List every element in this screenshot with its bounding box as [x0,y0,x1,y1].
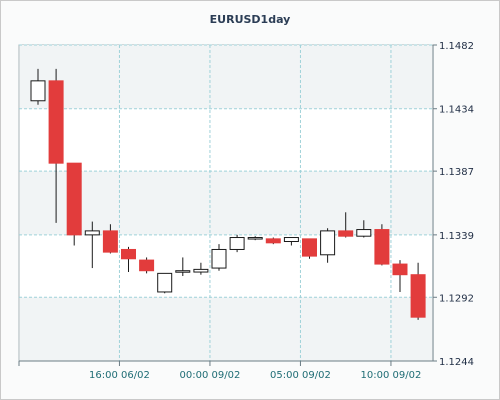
candle [30,68,46,105]
candle [102,224,118,254]
candle [374,224,390,266]
candle-body-down [66,162,82,236]
candle [175,257,191,277]
candle-body-up [247,237,263,240]
candle [121,246,136,273]
grid-band [20,45,432,109]
candle [265,237,281,245]
candle [338,212,354,238]
candle-body-up [30,80,46,102]
candle-body-up [157,272,173,293]
candle-body-up [84,230,100,236]
candle [410,262,426,320]
candle-body-up [175,270,191,273]
x-tick-label: 16:00 06/02 [89,370,150,381]
candle [193,262,209,275]
y-tick-label: 1.1387 [439,167,474,178]
y-axis: 1.1482 1.1434 1.1387 1.1339 1.1292 1.1244 [432,41,474,368]
candle [211,244,227,271]
candle [392,260,408,292]
candles [30,68,426,320]
candle-body-down [139,259,155,272]
candle-body-up [193,268,209,273]
candle-body-down [265,238,281,244]
x-tick-label: 05:00 09/02 [270,370,331,381]
candle [66,162,82,246]
grid-band [20,171,432,235]
candle [320,228,336,263]
candle-body-up [229,237,245,250]
candle-body-up [283,237,299,243]
candle-body-down [121,248,136,260]
y-tick-label: 1.1292 [439,293,474,304]
candle-body-down [392,263,408,276]
chart-title: EURUSD1day [210,13,291,26]
candle-body-up [356,229,372,237]
candle [139,257,155,274]
y-tick-label: 1.1434 [439,105,474,116]
candle [229,234,245,253]
candle [48,68,64,223]
candle [157,272,173,294]
candle [302,238,317,259]
candle-body-down [374,229,390,265]
y-tick-label: 1.1339 [439,231,474,242]
candle-body-up [211,248,227,269]
candle-body-down [48,80,64,164]
candle-body-up [320,230,336,256]
candle-body-down [338,230,354,237]
grid-band [20,297,432,361]
candle [247,236,263,241]
candle [356,220,372,238]
candle [283,237,299,246]
candle-body-down [302,238,317,257]
x-tick-label: 10:00 09/02 [361,370,422,381]
x-axis: 16:00 06/02 00:00 09/02 05:00 09/02 10:00 0… [18,360,433,381]
candle [84,221,100,269]
x-tick-label: 00:00 09/02 [180,370,241,381]
candle-body-down [102,230,118,253]
y-tick-label: 1.1482 [439,41,474,52]
candle-body-down [410,274,426,318]
y-tick-label: 1.1244 [439,357,474,368]
